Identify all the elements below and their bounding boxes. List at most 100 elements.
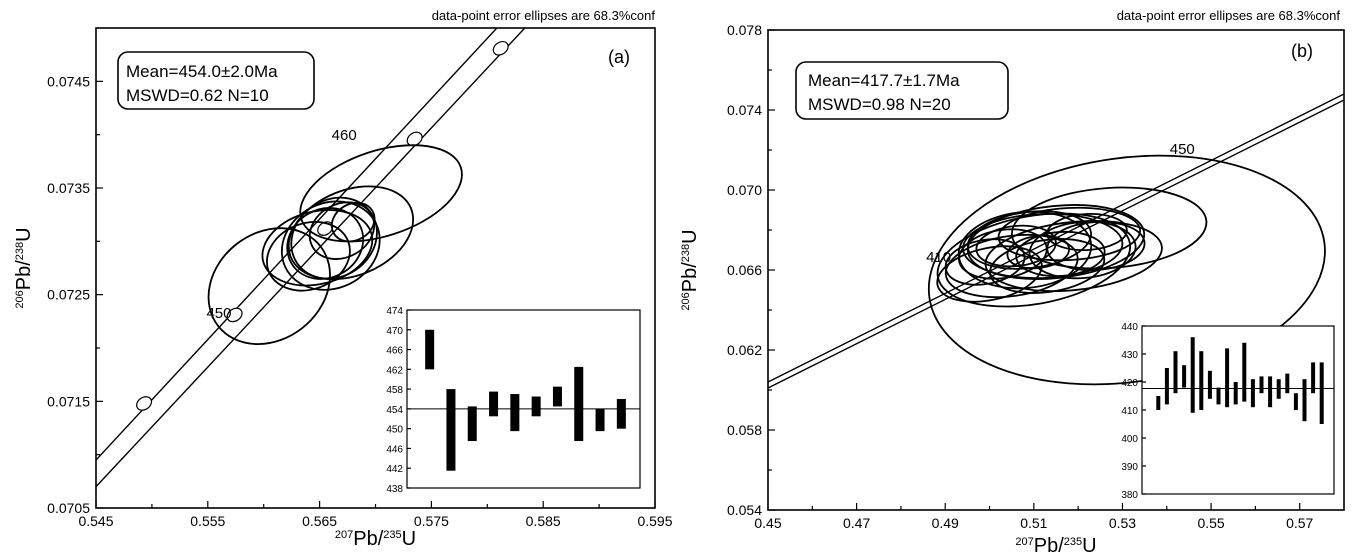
inset-age-bar	[1233, 382, 1238, 405]
y-tick-label: 0.0745	[47, 73, 90, 89]
x-tick-label: 0.55	[1197, 515, 1224, 531]
weighted-mean-age: Mean=454.0±2.0Ma	[126, 62, 278, 81]
error-ellipse	[299, 144, 463, 243]
inset-y-tick-label: 474	[386, 306, 403, 317]
error-ellipse-note: data-point error ellipses are 68.3%conf	[1117, 8, 1341, 23]
inset-age-bar	[616, 399, 626, 429]
x-tick-label: 0.57	[1286, 515, 1313, 531]
inset-y-tick-label: 390	[1121, 462, 1138, 473]
error-ellipse	[330, 201, 376, 243]
concordia-line	[96, 28, 526, 488]
x-axis-title-part: U	[1082, 535, 1096, 557]
inset-age-bar	[1319, 362, 1324, 424]
inset-age-bar	[1259, 376, 1264, 394]
inset-age-bar	[1285, 373, 1290, 394]
error-ellipse	[936, 212, 1132, 308]
y-axis-title-part: U	[13, 227, 35, 241]
error-ellipse	[1006, 234, 1071, 270]
error-ellipse	[1046, 220, 1146, 272]
inset-age-bar	[595, 408, 605, 432]
inset-y-tick-label: 438	[386, 484, 403, 495]
inset-y-tick-label: 420	[1121, 378, 1138, 389]
inset-age-bar	[446, 389, 456, 471]
inset-age-bar	[510, 394, 520, 432]
inset-y-tick-label: 470	[386, 326, 403, 337]
x-axis-title-part: U	[402, 528, 416, 550]
x-tick-label: 0.49	[932, 515, 959, 531]
result-box	[795, 61, 1009, 120]
inset-age-bar	[1293, 393, 1298, 410]
x-tick-label: 0.585	[526, 513, 561, 529]
y-axis-title-part: 206	[14, 290, 26, 308]
inset-age-bar	[1156, 396, 1161, 410]
x-axis-title-part: 235	[383, 529, 401, 541]
inset-age-bar	[1242, 342, 1247, 402]
y-axis-title: 206Pb/238U	[679, 229, 701, 310]
inset-y-tick-label: 400	[1121, 434, 1138, 445]
inset-age-bar	[1250, 379, 1255, 408]
inset-y-tick-label: 380	[1121, 490, 1138, 501]
inset-y-tick-label: 450	[386, 425, 403, 436]
y-tick-label: 0.058	[727, 422, 762, 438]
result-box	[117, 51, 315, 110]
error-ellipses	[207, 144, 463, 345]
inset-age-bar	[1225, 348, 1230, 408]
error-ellipse	[944, 238, 1026, 286]
error-ellipse	[287, 185, 415, 281]
x-axis-title-part: Pb/	[1034, 535, 1064, 557]
x-tick-label: 0.545	[78, 513, 113, 529]
x-tick-label: 0.595	[637, 513, 672, 529]
inset-age-bar	[1173, 351, 1178, 394]
y-axis-title-part: Pb/	[13, 260, 35, 290]
error-ellipse	[1028, 220, 1137, 280]
panel-label: (a)	[608, 47, 630, 67]
x-axis-title: 207Pb/235U	[1015, 535, 1096, 557]
concordia-age-label: 460	[332, 127, 357, 144]
inset-age-bar	[1302, 379, 1307, 422]
error-ellipse	[984, 220, 1163, 292]
mswd-and-count: MSWD=0.98 N=20	[808, 95, 951, 114]
x-tick-label: 0.555	[190, 513, 225, 529]
concordia-curve	[96, 28, 526, 488]
x-tick-label: 0.565	[302, 513, 337, 529]
error-ellipses	[927, 154, 1326, 386]
x-axis-title-part: Pb/	[353, 528, 383, 550]
inset-y-tick-label: 410	[1121, 406, 1138, 417]
x-tick-label: 0.47	[843, 515, 870, 531]
inset-age-bar	[467, 406, 477, 442]
error-ellipse	[1046, 213, 1128, 251]
inset-age-bar	[1190, 337, 1195, 413]
y-axis-title: 206Pb/238U	[13, 227, 35, 308]
inset-age-bar	[489, 391, 499, 417]
inset-age-bar	[574, 366, 584, 442]
y-tick-label: 0.062	[727, 342, 762, 358]
inset-y-tick-label: 442	[386, 464, 403, 475]
concordia-age-marker	[226, 307, 243, 323]
y-tick-label: 0.0715	[47, 393, 90, 409]
x-axis-title-part: 207	[335, 529, 353, 541]
error-ellipse	[936, 245, 1043, 303]
inset-frame	[406, 309, 641, 489]
mswd-and-count: MSWD=0.62 N=10	[126, 86, 269, 105]
y-axis-title-part: 238	[680, 244, 692, 262]
y-tick-label: 0.0725	[47, 287, 90, 303]
concordia-line	[96, 28, 498, 461]
inset-age-bar	[1199, 351, 1204, 410]
error-ellipse	[944, 233, 1079, 299]
inset-y-tick-label: 440	[1121, 322, 1138, 333]
y-axis-title-part: 206	[680, 292, 692, 310]
inset-age-bar-chart: 380 390 400 410 420 430 440	[1121, 322, 1335, 501]
error-ellipse	[286, 207, 365, 280]
y-tick-label: 0.0705	[47, 500, 90, 516]
concordia-age-label: 410	[926, 249, 951, 266]
y-axis-title-part: 238	[14, 242, 26, 260]
error-ellipse	[997, 206, 1142, 262]
inset-age-bar	[1311, 362, 1316, 394]
chart-panel-a: data-point error ellipses are 68.3%conf 4…	[13, 8, 673, 550]
chart-panel-b: data-point error ellipses are 68.3%conf 4…	[679, 8, 1345, 557]
inset-age-bar	[1164, 368, 1169, 405]
error-ellipse	[308, 201, 376, 260]
inset-age-bar	[1182, 365, 1187, 388]
y-axis-title-part: Pb/	[679, 262, 701, 292]
